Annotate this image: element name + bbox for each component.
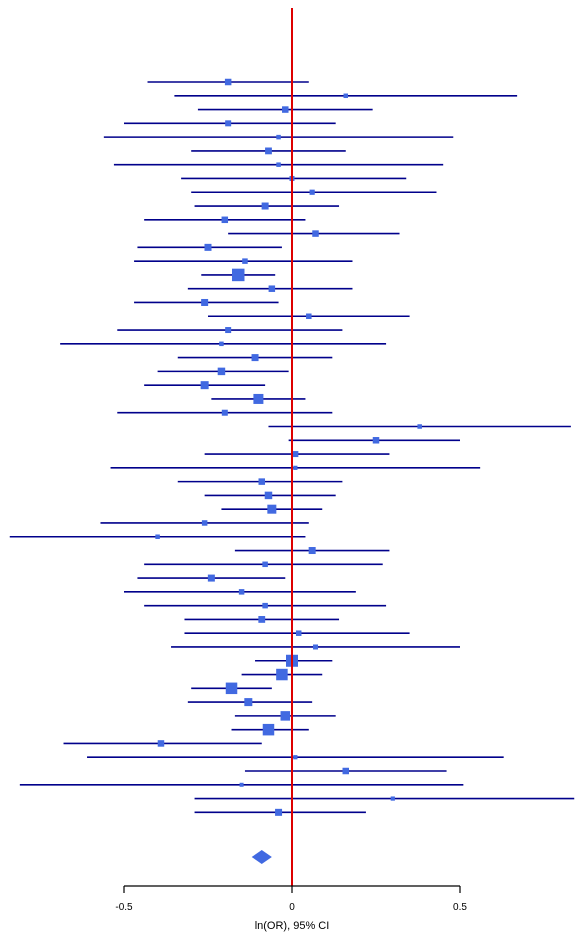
x-tick-label: 0.5 [453, 902, 467, 913]
study-estimate-box [308, 547, 316, 555]
study-estimate-box [276, 134, 281, 140]
study-estimate-box [157, 740, 165, 747]
study-estimate-box [293, 755, 298, 760]
study-estimate-box [262, 561, 268, 568]
study-estimate-box [264, 491, 273, 500]
study-estimate-box [239, 782, 244, 787]
study-estimate-box [251, 354, 259, 362]
study-estimate-box [225, 120, 232, 127]
x-tick-label: -0.5 [115, 902, 133, 913]
study-estimate-box [221, 216, 229, 224]
study-estimate-box [221, 409, 228, 416]
study-estimate-box [201, 298, 209, 306]
pooled-estimate-diamond [251, 850, 272, 864]
study-estimate-box [267, 504, 277, 514]
study-estimate-box [244, 698, 253, 707]
study-estimate-box [313, 644, 319, 650]
study-estimate-box [242, 258, 248, 264]
study-estimate-box [309, 189, 315, 195]
study-estimate-box [200, 381, 209, 390]
study-estimate-box [293, 465, 298, 470]
study-estimate-box [207, 574, 215, 582]
study-estimate-box [219, 341, 224, 347]
study-estimate-box [417, 424, 422, 429]
study-estimate-box [268, 285, 276, 292]
study-estimate-box [306, 313, 312, 320]
study-estimate-box [225, 327, 232, 334]
study-estimate-box [258, 616, 266, 623]
study-estimate-box [372, 437, 380, 444]
study-estimate-box [390, 796, 395, 801]
x-axis-ticks: -0.5 0 0.5 [115, 886, 467, 913]
study-estimate-box [342, 767, 350, 775]
x-axis: -0.5 0 0.5 [115, 885, 467, 913]
study-estimate-box [231, 268, 245, 282]
study-estimate-box [275, 808, 283, 816]
study-estimate-box [224, 78, 232, 86]
study-estimate-box [238, 589, 245, 595]
study-estimate-box [253, 393, 264, 404]
study-estimate-box [217, 367, 226, 376]
study-estimate-box [292, 451, 299, 458]
study-estimate-box [258, 478, 266, 485]
x-axis-label: ln(OR), 95% CI [255, 920, 330, 932]
study-estimate-box [276, 668, 288, 681]
x-tick-label: 0 [289, 902, 295, 913]
study-estimate-box [262, 723, 275, 736]
study-estimate-box [261, 202, 269, 210]
study-estimate-box [262, 602, 268, 609]
study-rows [9, 78, 575, 816]
study-estimate-box [155, 534, 160, 539]
study-estimate-box [280, 711, 291, 721]
study-estimate-box [204, 243, 212, 251]
study-estimate-box [295, 630, 302, 636]
study-estimate-box [201, 520, 208, 526]
study-estimate-box [276, 162, 281, 167]
study-estimate-box [343, 93, 349, 99]
study-estimate-box [312, 230, 319, 237]
study-estimate-box [225, 682, 238, 695]
study-estimate-box [265, 147, 272, 155]
study-estimate-box [282, 106, 289, 113]
